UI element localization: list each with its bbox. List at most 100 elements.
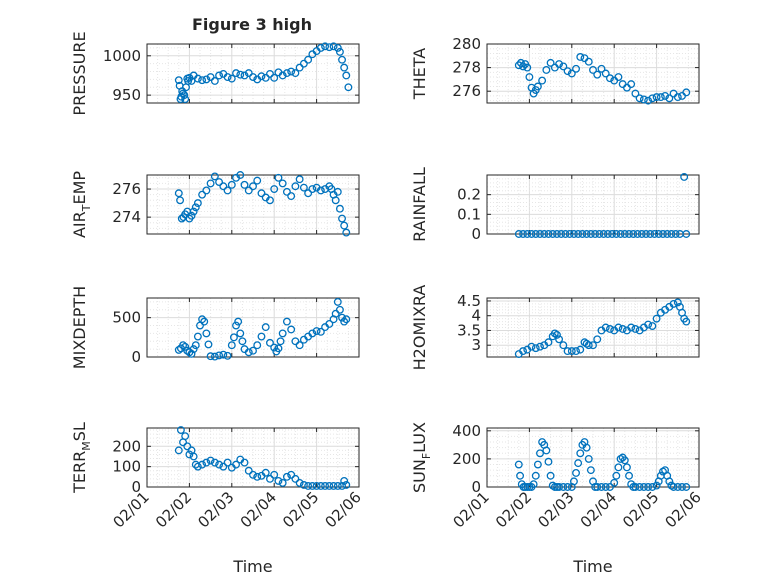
data-point xyxy=(232,69,240,78)
y-tick-label: 400 xyxy=(452,422,481,440)
data-point xyxy=(591,230,600,238)
plot-area xyxy=(487,175,699,234)
data-point xyxy=(266,474,274,483)
data-point xyxy=(266,69,274,78)
data-point xyxy=(223,73,232,81)
subplot-theta: 276 278 280 THETA xyxy=(410,35,700,105)
y-tick-label: 278 xyxy=(452,59,481,77)
data-point xyxy=(544,338,553,347)
y-tick-label: 0 xyxy=(471,478,481,496)
data-point xyxy=(240,71,249,80)
data-point xyxy=(249,470,257,479)
data-point xyxy=(189,207,198,216)
data-point xyxy=(586,230,595,238)
data-point xyxy=(629,230,638,238)
data-point xyxy=(240,458,249,467)
plot-area xyxy=(147,298,359,357)
data-point xyxy=(210,458,219,467)
data-point xyxy=(612,230,621,238)
data-point xyxy=(295,63,304,72)
data-point xyxy=(312,482,321,490)
data-point xyxy=(625,471,633,480)
data-point xyxy=(270,73,279,82)
data-point xyxy=(576,449,585,458)
data-point xyxy=(282,69,291,78)
data-point xyxy=(550,329,559,338)
data-point xyxy=(198,460,207,469)
y-tick-label: 280 xyxy=(452,35,481,53)
data-point xyxy=(329,482,338,490)
data-point xyxy=(531,230,540,238)
data-point xyxy=(291,69,300,78)
data-point xyxy=(582,230,591,238)
data-point xyxy=(249,346,257,355)
data-point xyxy=(236,171,245,179)
data-point xyxy=(274,344,283,353)
data-point xyxy=(181,432,190,441)
data-point xyxy=(244,186,253,195)
y-axis-label: PRESSURE xyxy=(70,31,89,115)
subplot-h2omixra: 33.544.5 H2OMIXRA xyxy=(410,285,700,370)
data-point xyxy=(215,460,224,469)
data-point xyxy=(646,230,655,238)
data-point xyxy=(193,74,202,83)
data-point xyxy=(529,480,538,489)
data-point xyxy=(219,182,228,191)
data-point xyxy=(174,345,183,354)
data-point xyxy=(198,190,207,199)
data-point xyxy=(682,317,691,326)
data-point xyxy=(210,77,219,85)
data-point xyxy=(576,345,585,354)
data-point xyxy=(308,482,317,490)
data-point xyxy=(656,93,665,102)
data-point xyxy=(531,344,540,353)
data-point xyxy=(187,211,196,220)
data-point xyxy=(635,483,644,491)
data-point xyxy=(555,483,564,491)
data-point xyxy=(198,76,207,85)
data-point xyxy=(249,73,257,81)
data-point xyxy=(682,483,691,491)
data-point xyxy=(614,463,623,472)
data-point xyxy=(183,442,192,451)
data-point xyxy=(563,347,572,356)
data-point xyxy=(191,203,200,212)
data-point xyxy=(553,230,561,238)
data-point xyxy=(565,230,574,238)
data-point xyxy=(606,483,614,491)
data-point xyxy=(232,321,240,330)
data-point xyxy=(191,341,200,350)
data-point xyxy=(338,482,346,490)
data-point xyxy=(555,335,564,344)
data-point xyxy=(206,456,215,465)
data-point xyxy=(654,230,663,238)
data-point xyxy=(572,347,580,356)
data-point xyxy=(644,320,653,329)
data-point xyxy=(574,459,583,468)
data-point xyxy=(270,185,279,193)
x-tick-label: 02/06 xyxy=(322,488,365,531)
data-point xyxy=(295,341,304,350)
data-point xyxy=(234,317,243,326)
data-point xyxy=(606,325,614,333)
data-point xyxy=(278,179,287,188)
data-point xyxy=(519,230,527,238)
y-tick-label: 100 xyxy=(112,458,141,476)
data-point xyxy=(542,66,551,74)
data-point xyxy=(533,460,542,469)
data-point xyxy=(340,476,349,485)
data-point xyxy=(544,230,553,238)
data-point xyxy=(219,462,228,471)
data-point xyxy=(270,343,279,352)
data-point xyxy=(338,214,346,223)
data-point xyxy=(229,333,238,342)
y-tick-label: 4 xyxy=(471,307,481,325)
data-point xyxy=(316,327,325,336)
data-point xyxy=(648,94,657,103)
data-point xyxy=(595,230,604,238)
data-point xyxy=(295,478,304,487)
data-point xyxy=(652,481,661,490)
data-point xyxy=(202,458,211,467)
data-point xyxy=(569,477,578,486)
